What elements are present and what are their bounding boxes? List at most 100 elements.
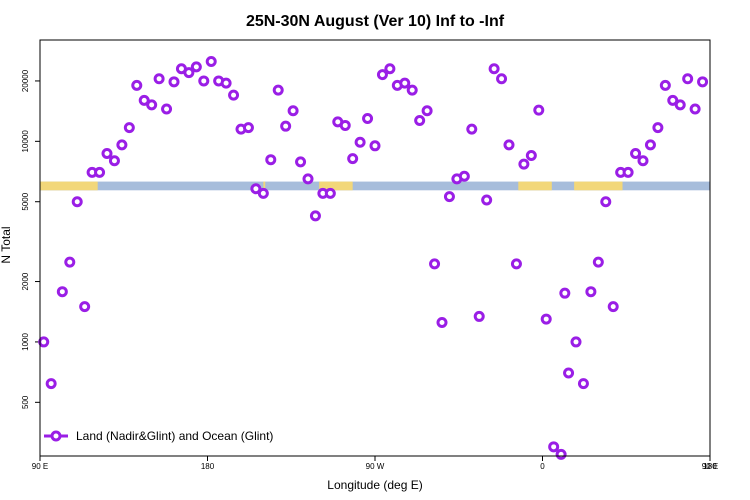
x-tick-label: 180 <box>703 462 717 471</box>
data-point <box>220 77 232 89</box>
data-point <box>302 173 314 185</box>
data-point <box>644 139 656 151</box>
data-point <box>458 170 470 182</box>
data-point <box>667 94 679 106</box>
plot-frame <box>39 39 711 457</box>
ocean-band <box>40 181 710 191</box>
data-point <box>161 103 173 115</box>
x-tick-label: 90 E <box>702 462 718 471</box>
data-point <box>94 166 106 178</box>
data-point <box>45 378 57 390</box>
data-point <box>257 187 269 199</box>
data-point <box>503 139 515 151</box>
data-point <box>548 441 560 453</box>
data-point <box>56 286 68 298</box>
data-point <box>481 194 493 206</box>
data-point <box>659 79 671 91</box>
x-axis-label: Longitude (deg E) <box>327 478 422 492</box>
y-tick-label: 10000 <box>21 130 30 153</box>
data-point <box>71 196 83 208</box>
data-point <box>123 122 135 134</box>
data-point <box>79 301 91 313</box>
chart-title: 25N-30N August (Ver 10) Inf to -Inf <box>246 13 505 30</box>
data-point <box>205 56 217 68</box>
data-point <box>488 63 500 75</box>
data-point <box>287 105 299 117</box>
data-point <box>309 210 321 222</box>
data-point <box>674 99 686 111</box>
x-tick-label: 180 <box>201 462 215 471</box>
data-point <box>421 105 433 117</box>
data-point <box>146 99 158 111</box>
data-point <box>682 73 694 85</box>
data-point <box>607 301 619 313</box>
data-point <box>116 139 128 151</box>
data-point <box>473 310 485 322</box>
data-point <box>429 258 441 270</box>
land-segment <box>574 181 623 191</box>
data-point <box>406 84 418 96</box>
y-tick-label: 20000 <box>21 69 30 92</box>
data-point <box>630 147 642 159</box>
data-point <box>525 149 537 161</box>
data-point <box>272 84 284 96</box>
data-point <box>436 316 448 328</box>
data-point <box>101 147 113 159</box>
data-point <box>362 112 374 124</box>
data-point <box>414 115 426 127</box>
legend-label: Land (Nadir&Glint) and Ocean (Glint) <box>76 429 273 443</box>
data-point <box>265 154 277 166</box>
data-point <box>689 103 701 115</box>
land-segment <box>319 181 353 191</box>
data-point <box>496 73 508 85</box>
data-point <box>559 287 571 299</box>
data-point <box>592 256 604 268</box>
data-point <box>652 122 664 134</box>
data-point <box>38 336 50 348</box>
data-point <box>577 378 589 390</box>
data-point <box>369 140 381 152</box>
data-point <box>600 196 612 208</box>
land-segment <box>518 181 552 191</box>
data-point <box>443 191 455 203</box>
data-point <box>697 76 709 88</box>
data-point <box>466 123 478 135</box>
data-point <box>131 79 143 91</box>
x-tick-label: 0 <box>540 462 545 471</box>
data-points <box>38 56 709 460</box>
data-point <box>250 183 262 195</box>
data-point <box>280 120 292 132</box>
y-axis-ticks: 500 1000 2000 5000 10000 20000 <box>21 69 40 409</box>
data-point <box>510 258 522 270</box>
data-point <box>108 155 120 167</box>
data-point <box>376 69 388 81</box>
x-tick-label: 90 E <box>32 462 48 471</box>
data-point <box>242 122 254 134</box>
data-point <box>339 119 351 131</box>
data-point <box>190 61 202 73</box>
data-point <box>347 153 359 165</box>
data-point <box>64 256 76 268</box>
data-point <box>622 166 634 178</box>
land-segment <box>263 181 266 191</box>
data-point <box>198 75 210 87</box>
data-point <box>153 73 165 85</box>
data-point <box>555 448 567 460</box>
y-axis-label: N Total <box>0 226 13 263</box>
data-point <box>354 136 366 148</box>
land-ocean-bar <box>40 181 710 191</box>
y-tick-label: 5000 <box>21 192 30 210</box>
data-point <box>168 76 180 88</box>
data-point <box>384 63 396 75</box>
data-point <box>324 187 336 199</box>
y-tick-label: 2000 <box>21 272 30 290</box>
data-point <box>540 313 552 325</box>
y-tick-label: 1000 <box>21 332 30 350</box>
data-point <box>183 67 195 79</box>
data-point <box>295 156 307 168</box>
x-tick-label: 90 W <box>366 462 385 471</box>
land-segment <box>40 181 98 191</box>
legend: Land (Nadir&Glint) and Ocean (Glint) <box>44 429 273 443</box>
